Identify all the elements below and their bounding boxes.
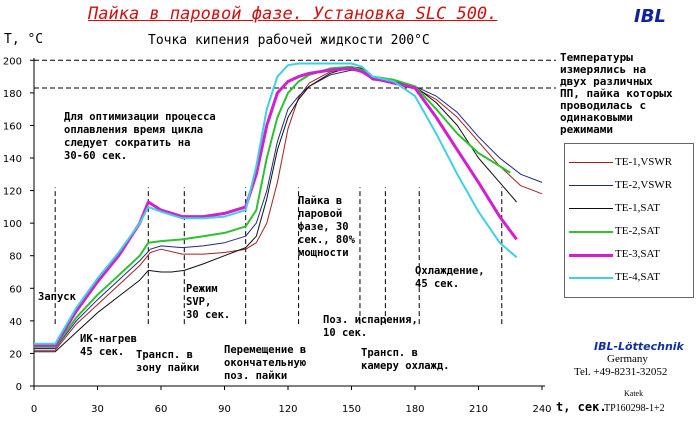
x-tick-label: 150 [342, 404, 361, 415]
ibl-logo: IBL [634, 6, 666, 27]
annotation-move-final: Перемещение в окончательную поз. пайки [224, 344, 307, 382]
legend-label: TE-2,SAT [615, 225, 660, 237]
x-tick-label: 210 [469, 404, 488, 415]
chart-subtitle: Точка кипения рабочей жидкости 200°С [148, 33, 430, 48]
series-line-te-1-vswr [34, 67, 543, 351]
y-tick-label: 0 [16, 382, 22, 393]
series-line-te-2-sat [34, 65, 511, 348]
y-tick-label: 100 [3, 219, 22, 230]
y-tick-label: 200 [3, 56, 22, 67]
legend-item: TE-2,SAT [565, 221, 693, 243]
legend-label: TE-2,VSWR [615, 179, 673, 191]
series-line-te-1-sat [34, 66, 517, 353]
legend-label: TE-4,SAT [615, 271, 660, 283]
legend: TE-1,VSWR TE-2,VSWR TE-1,SAT TE-2,SAT TE-3,S… [564, 143, 694, 298]
y-tick-label: 160 [3, 121, 22, 132]
y-tick-label: 80 [9, 252, 22, 263]
y-axis-label: T, °C [4, 32, 44, 47]
document-ref: TP160298-1+2 [604, 403, 665, 414]
x-tick-label: 180 [405, 404, 424, 415]
x-axis-label: t, сек. [556, 400, 607, 414]
author-label: Katek [624, 389, 644, 398]
annotation-cooling: Охлаждение, 45 сек. [415, 265, 485, 290]
chart-axes: 0 30 60 90 120 150 180 210 240 0 20 40 60 80 100 120 140… [3, 56, 552, 415]
company-name: IBL-Löttechnik [594, 340, 684, 353]
annotation-start: Запуск [38, 291, 76, 303]
chart-series [34, 62, 543, 353]
legend-label: TE-3,SAT [615, 248, 660, 260]
x-tick-label: 120 [278, 404, 297, 415]
series-line-te-2-vswr [34, 69, 543, 349]
legend-label: TE-1,VSWR [615, 156, 673, 168]
legend-swatch [569, 277, 613, 279]
y-tick-label: 120 [3, 187, 22, 198]
annotation-optimization: Для оптимизации процесса оплавления врем… [64, 111, 216, 162]
x-tick-label: 30 [91, 404, 104, 415]
chart-title: Пайка в паровой фазе. Установка SLC 500. [88, 4, 498, 24]
y-tick-label: 40 [9, 317, 22, 328]
x-tick-label: 240 [532, 404, 551, 415]
legend-swatch [569, 162, 613, 163]
annotation-transfer-soldering: Трансп. в зону пайки [136, 349, 200, 374]
legend-item: TE-4,SAT [565, 267, 693, 289]
annotation-transfer-cooling: Трансп. в камеру охлажд. [361, 347, 450, 372]
y-tick-label: 20 [9, 349, 22, 360]
y-tick-label: 60 [9, 284, 22, 295]
annotation-ir-heating: ИК-нагрев 45 сек. [80, 333, 137, 358]
annotation-svp-mode: Режим SVP, 30 сек. [186, 283, 231, 321]
series-line-te-3-sat [34, 66, 518, 347]
annotation-vapor-phase: Пайка в паровой фазе, 30 сек., 80% мощно… [298, 195, 355, 259]
company-country: Germany [607, 353, 648, 365]
x-tick-label: 60 [155, 404, 168, 415]
legend-item: TE-2,VSWR [565, 175, 693, 197]
y-tick-label: 180 [3, 89, 22, 100]
legend-swatch [569, 185, 613, 186]
legend-item: TE-1,SAT [565, 198, 693, 220]
x-tick-label: 90 [218, 404, 231, 415]
legend-item: TE-1,VSWR [565, 152, 693, 174]
company-phone: Tel. +49-8231-32052 [574, 366, 668, 378]
measurement-note: Температуры измерялись на двух различных… [560, 51, 673, 136]
series-line-te-4-sat [34, 62, 518, 345]
legend-item: TE-3,SAT [565, 244, 693, 266]
annotation-evaporation: Поз. испарения, 10 сек. [323, 314, 418, 339]
legend-swatch [569, 254, 613, 257]
legend-label: TE-1,SAT [615, 202, 660, 214]
legend-swatch [569, 231, 613, 233]
x-tick-label: 0 [31, 404, 37, 415]
legend-swatch [569, 208, 613, 209]
y-tick-label: 140 [3, 154, 22, 165]
